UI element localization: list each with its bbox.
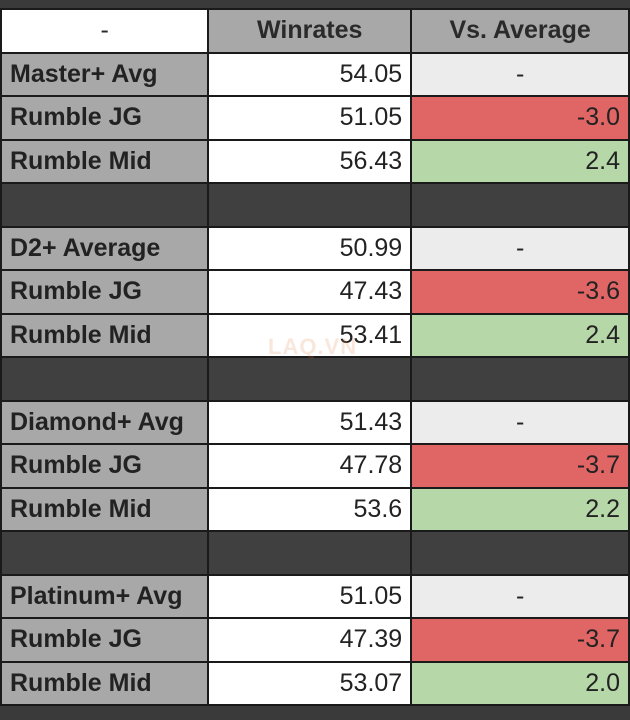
row-label[interactable]: Rumble Mid xyxy=(0,312,210,358)
vs-average-cell[interactable]: - xyxy=(410,573,630,619)
spacer-row xyxy=(0,182,630,228)
winrate-cell[interactable]: 53.6 xyxy=(207,486,413,532)
row-label[interactable]: Rumble JG xyxy=(0,443,210,489)
table-row: Diamond+ Avg 51.43 - xyxy=(0,399,630,445)
vs-average-cell[interactable]: -3.0 xyxy=(410,95,630,141)
spacer-row xyxy=(0,356,630,402)
winrate-cell[interactable]: 53.41 xyxy=(207,312,413,358)
row-label[interactable]: Rumble Mid xyxy=(0,486,210,532)
spacer-cell[interactable] xyxy=(410,182,630,228)
row-label[interactable]: Rumble Mid xyxy=(0,138,210,184)
table-row: Rumble Mid 56.43 2.4 xyxy=(0,138,630,184)
winrate-cell[interactable]: 47.39 xyxy=(207,617,413,663)
table-row: Rumble JG 47.39 -3.7 xyxy=(0,617,630,663)
winrate-cell[interactable]: 47.78 xyxy=(207,443,413,489)
spacer-cell[interactable] xyxy=(410,356,630,402)
spacer-cell[interactable] xyxy=(207,356,413,402)
table-row: Master+ Avg 54.05 - xyxy=(0,51,630,97)
row-label[interactable]: Master+ Avg xyxy=(0,51,210,97)
vs-average-header[interactable]: Vs. Average xyxy=(410,8,630,54)
table-row: Rumble Mid 53.6 2.2 xyxy=(0,486,630,532)
winrates-header[interactable]: Winrates xyxy=(207,8,413,54)
winrate-cell[interactable]: 51.43 xyxy=(207,399,413,445)
spacer-cell[interactable] xyxy=(0,356,210,402)
row-label[interactable]: Diamond+ Avg xyxy=(0,399,210,445)
table-row: Rumble JG 51.05 -3.0 xyxy=(0,95,630,141)
table-row: Rumble Mid 53.07 2.0 xyxy=(0,660,630,706)
winrate-cell[interactable]: 50.99 xyxy=(207,225,413,271)
winrate-cell[interactable]: 51.05 xyxy=(207,573,413,619)
vs-average-cell[interactable]: -3.6 xyxy=(410,269,630,315)
vs-average-cell[interactable]: 2.2 xyxy=(410,486,630,532)
vs-average-cell[interactable]: - xyxy=(410,51,630,97)
row-label[interactable]: Platinum+ Avg xyxy=(0,573,210,619)
row-label[interactable]: Rumble JG xyxy=(0,95,210,141)
table-row: Rumble Mid 53.41 2.4 xyxy=(0,312,630,358)
vs-average-cell[interactable]: - xyxy=(410,399,630,445)
winrate-cell[interactable]: 53.07 xyxy=(207,660,413,706)
vs-average-cell[interactable]: 2.4 xyxy=(410,138,630,184)
vs-average-cell[interactable]: 2.0 xyxy=(410,660,630,706)
winrate-table: - Winrates Vs. Average Master+ Avg 54.05… xyxy=(0,8,630,706)
table-row: Rumble JG 47.43 -3.6 xyxy=(0,269,630,315)
spacer-cell[interactable] xyxy=(0,530,210,576)
spacer-cell[interactable] xyxy=(207,530,413,576)
vs-average-cell[interactable]: - xyxy=(410,225,630,271)
spacer-row xyxy=(0,530,630,576)
winrate-cell[interactable]: 51.05 xyxy=(207,95,413,141)
vs-average-cell[interactable]: 2.4 xyxy=(410,312,630,358)
vs-average-cell[interactable]: -3.7 xyxy=(410,617,630,663)
corner-cell[interactable]: - xyxy=(0,8,210,54)
table-row: Platinum+ Avg 51.05 - xyxy=(0,573,630,619)
header-row: - Winrates Vs. Average xyxy=(0,8,630,54)
winrate-cell[interactable]: 47.43 xyxy=(207,269,413,315)
vs-average-cell[interactable]: -3.7 xyxy=(410,443,630,489)
row-label[interactable]: Rumble JG xyxy=(0,269,210,315)
spacer-cell[interactable] xyxy=(410,530,630,576)
row-label[interactable]: D2+ Average xyxy=(0,225,210,271)
row-label[interactable]: Rumble Mid xyxy=(0,660,210,706)
spacer-cell[interactable] xyxy=(207,182,413,228)
winrate-cell[interactable]: 54.05 xyxy=(207,51,413,97)
winrate-cell[interactable]: 56.43 xyxy=(207,138,413,184)
table-row: D2+ Average 50.99 - xyxy=(0,225,630,271)
row-label[interactable]: Rumble JG xyxy=(0,617,210,663)
table-row: Rumble JG 47.78 -3.7 xyxy=(0,443,630,489)
spacer-cell[interactable] xyxy=(0,182,210,228)
